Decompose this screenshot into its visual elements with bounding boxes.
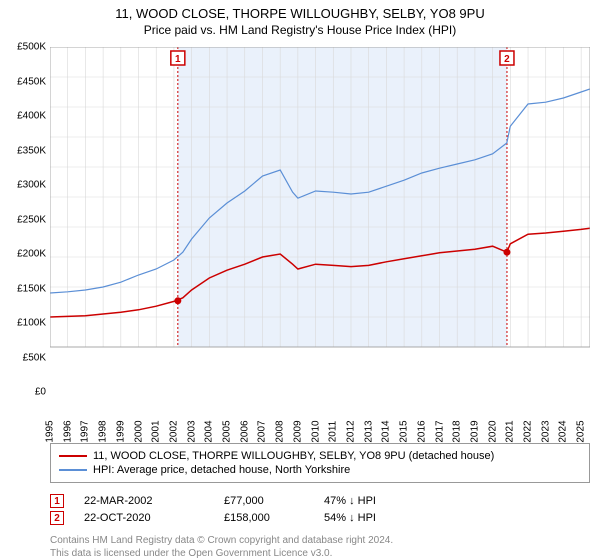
- chart-container: 11, WOOD CLOSE, THORPE WILLOUGHBY, SELBY…: [0, 0, 600, 560]
- x-tick-label: 2024: [558, 420, 569, 442]
- x-tick-label: 2006: [239, 420, 250, 442]
- footer-line-2: This data is licensed under the Open Gov…: [50, 547, 590, 560]
- x-tick-label: 2000: [133, 420, 144, 442]
- chart-title: 11, WOOD CLOSE, THORPE WILLOUGHBY, SELBY…: [10, 6, 590, 21]
- x-tick-label: 1995: [45, 420, 56, 442]
- legend-row: HPI: Average price, detached house, Nort…: [59, 464, 581, 476]
- x-tick-label: 2023: [540, 420, 551, 442]
- x-tick-label: 2021: [505, 420, 516, 442]
- x-tick-label: 2008: [275, 420, 286, 442]
- legend-line-swatch: [59, 469, 87, 471]
- x-tick-label: 2022: [523, 420, 534, 442]
- y-tick-label: £0: [35, 387, 46, 398]
- y-tick-label: £500K: [17, 42, 46, 53]
- x-tick-label: 1999: [115, 420, 126, 442]
- y-tick-label: £300K: [17, 180, 46, 191]
- y-tick-label: £450K: [17, 76, 46, 87]
- y-tick-label: £100K: [17, 318, 46, 329]
- footer-line-1: Contains HM Land Registry data © Crown c…: [50, 534, 590, 547]
- x-tick-label: 2014: [381, 420, 392, 442]
- x-tick-label: 2019: [469, 420, 480, 442]
- x-tick-label: 1996: [62, 420, 73, 442]
- legend-label: 11, WOOD CLOSE, THORPE WILLOUGHBY, SELBY…: [93, 450, 494, 462]
- marker-row: 2 22-OCT-2020 £158,000 54% ↓ HPI: [50, 511, 590, 525]
- marker-badge: 2: [50, 511, 64, 525]
- x-tick-label: 2003: [186, 420, 197, 442]
- marker-badge: 1: [50, 494, 64, 508]
- x-tick-label: 2015: [399, 420, 410, 442]
- x-axis-labels: 1995199619971998199920002001200220032004…: [50, 417, 590, 437]
- x-tick-label: 2025: [576, 420, 587, 442]
- marker-price: £77,000: [224, 495, 304, 507]
- x-tick-label: 2016: [416, 420, 427, 442]
- legend: 11, WOOD CLOSE, THORPE WILLOUGHBY, SELBY…: [50, 443, 590, 483]
- x-tick-label: 2001: [151, 420, 162, 442]
- y-axis-labels: £0 £50K £100K £150K £200K £250K £300K £350K £400…: [2, 47, 46, 415]
- y-tick-label: £250K: [17, 214, 46, 225]
- x-tick-label: 2002: [168, 420, 179, 442]
- legend-row: 11, WOOD CLOSE, THORPE WILLOUGHBY, SELBY…: [59, 450, 581, 462]
- legend-label: HPI: Average price, detached house, Nort…: [93, 464, 350, 476]
- x-tick-label: 1997: [80, 420, 91, 442]
- x-tick-label: 1998: [98, 420, 109, 442]
- x-tick-label: 2017: [434, 420, 445, 442]
- x-tick-label: 2005: [222, 420, 233, 442]
- x-tick-label: 2018: [452, 420, 463, 442]
- x-tick-label: 2004: [204, 420, 215, 442]
- marker-date: 22-MAR-2002: [84, 495, 204, 507]
- chart-plot: 12: [50, 47, 590, 367]
- marker-date: 22-OCT-2020: [84, 512, 204, 524]
- y-tick-label: £50K: [23, 352, 46, 363]
- chart-titles: 11, WOOD CLOSE, THORPE WILLOUGHBY, SELBY…: [0, 0, 600, 41]
- y-tick-label: £150K: [17, 283, 46, 294]
- marker-price: £158,000: [224, 512, 304, 524]
- x-tick-label: 2020: [487, 420, 498, 442]
- svg-text:1: 1: [175, 54, 181, 65]
- marker-pct: 54% ↓ HPI: [324, 512, 424, 524]
- footer: Contains HM Land Registry data © Crown c…: [50, 534, 590, 560]
- y-tick-label: £350K: [17, 145, 46, 156]
- legend-line-swatch: [59, 455, 87, 457]
- marker-row: 1 22-MAR-2002 £77,000 47% ↓ HPI: [50, 494, 590, 508]
- marker-pct: 47% ↓ HPI: [324, 495, 424, 507]
- chart-subtitle: Price paid vs. HM Land Registry's House …: [10, 23, 590, 37]
- svg-text:2: 2: [504, 54, 510, 65]
- y-tick-label: £400K: [17, 111, 46, 122]
- x-tick-label: 2010: [310, 420, 321, 442]
- marker-table: 1 22-MAR-2002 £77,000 47% ↓ HPI 2 22-OCT-2020…: [50, 491, 590, 528]
- x-tick-label: 2007: [257, 420, 268, 442]
- x-tick-label: 2011: [328, 421, 339, 443]
- y-tick-label: £200K: [17, 249, 46, 260]
- x-tick-label: 2009: [292, 420, 303, 442]
- x-tick-label: 2013: [363, 420, 374, 442]
- chart-area: £0£50K£100K£150K£200K£250K£300K£350K£400…: [50, 47, 590, 435]
- x-tick-label: 2012: [345, 420, 356, 442]
